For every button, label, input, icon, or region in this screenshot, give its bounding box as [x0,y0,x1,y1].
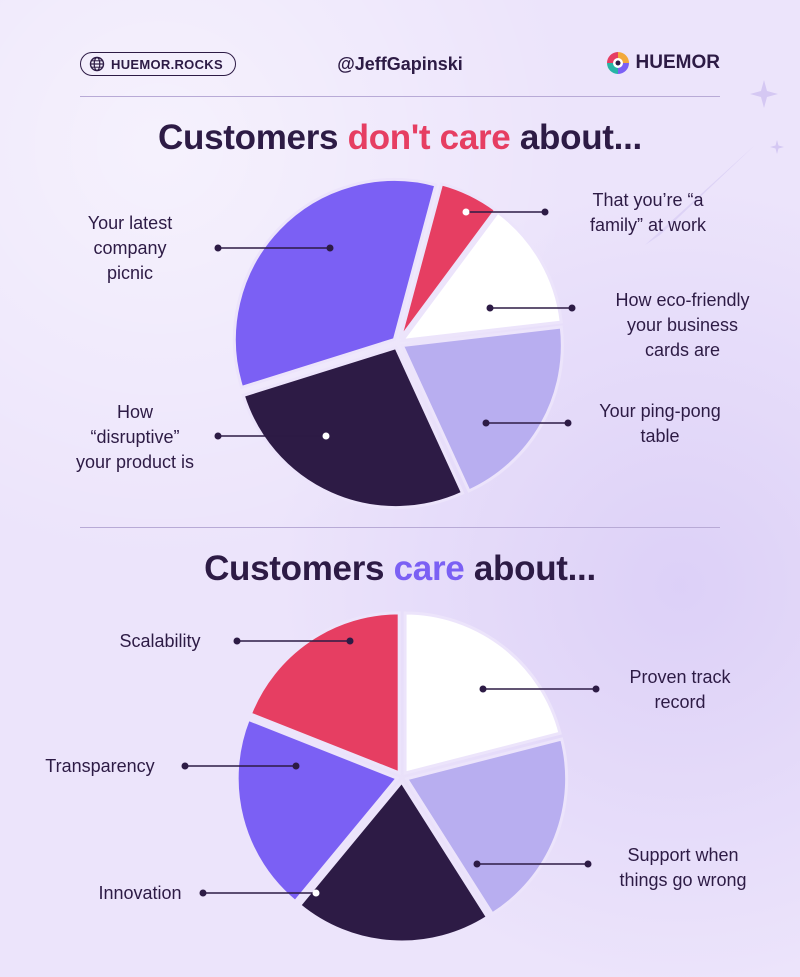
sparkle-icon [750,80,778,108]
pie-slice-innovation [297,779,490,944]
leader-dot-inner-disruptive [322,432,330,440]
leader-dot-outer-eco-cards [568,304,576,312]
comet-streak [645,145,755,245]
leader-dot-outer-picnic [214,244,222,252]
care-title: Customers care about... [204,549,596,588]
leader-dot-outer-support [584,860,592,868]
pie-slice-track-record [403,611,562,775]
label-ping-pong: Your ping-pong table [599,401,721,446]
site-link-label: HUEMOR.ROCKS [111,56,223,72]
pie-slice-family [398,182,498,340]
leader-dot-outer-transparency [181,762,189,770]
leader-dot-outer-family [541,208,549,216]
label-disruptive: How “disruptive” your product is [75,402,195,472]
leader-dot-outer-ping-pong [564,419,572,427]
pie-slice-support [404,737,569,917]
leader-dot-outer-track-record [592,685,600,693]
dont-care-accent: don't care [347,118,511,157]
label-innovation: Innovation [98,883,182,903]
leader-dot-inner-support [473,860,481,868]
label-support: Support when things go wrong [619,845,747,890]
leader-dot-outer-disruptive [214,432,222,440]
divider-middle [80,527,720,528]
label-track-record: Proven track record [629,667,731,712]
site-link-pill[interactable]: HUEMOR.ROCKS [80,52,236,76]
pie-slice-picnic [232,178,438,390]
label-family: That you’re “a family” at work [589,190,706,235]
header: HUEMOR.ROCKS @JeffGapinski HUEMOR [80,50,720,80]
dont-care-title: Customers don't care about... [158,118,642,157]
divider-top [80,96,720,97]
leader-dot-outer-innovation [199,889,207,897]
label-eco-cards: How eco-friendly your business cards are [615,290,750,360]
label-picnic: Your latest company picnic [87,213,173,283]
leader-dot-inner-transparency [292,762,300,770]
leader-dot-inner-eco-cards [486,304,494,312]
brand: HUEMOR [606,51,720,75]
pie-slice-disruptive [241,345,465,510]
pie-slice-ping-pong [400,325,564,493]
leader-dot-inner-ping-pong [482,419,490,427]
author-handle: @JeffGapinski [337,54,463,74]
label-scalability: Scalability [119,631,201,651]
globe-icon [89,56,105,72]
leader-dot-inner-family [462,208,470,216]
leader-dot-inner-picnic [326,244,334,252]
leader-dot-inner-scalability [346,637,354,645]
sparkle-icon [770,140,784,154]
leader-dot-outer-scalability [233,637,241,645]
pie-slice-transparency [235,717,400,904]
leader-dot-inner-innovation [312,889,320,897]
leader-dot-inner-track-record [479,685,487,693]
care-accent: care [393,549,465,588]
brand-name: HUEMOR [635,52,720,73]
label-transparency: Transparency [45,756,155,776]
huemor-logo-icon [606,52,629,74]
